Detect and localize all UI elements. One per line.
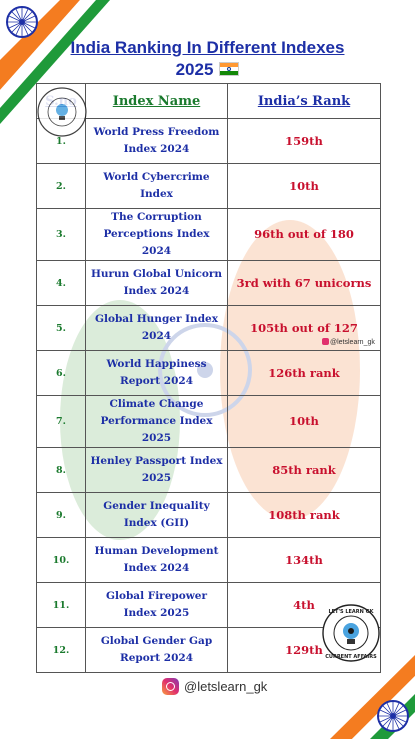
header-rank: India’s Rank [227,83,381,119]
badge-bottom-text: CURRENT AFFAIRS [325,654,377,660]
row-rank: 85th rank [227,447,381,493]
row-index-name: World Cybercrime Index [85,163,228,209]
row-sno: 8. [36,447,86,493]
table-row: 7. Climate Change Performance Index 2025 1… [36,395,381,448]
title-line-1: India Ranking In Different Indexes [70,38,345,57]
row-sno: 6. [36,350,86,396]
row-index-name: Global Firepower Index 2025 [85,582,228,628]
row-sno: 10. [36,537,86,583]
table-row: 6. World Happiness Report 2024 126th rank [36,350,381,396]
row-index-name: Human Development Index 2024 [85,537,228,583]
instagram-handle-link[interactable]: @letslearn_gk [162,676,267,696]
row-sno: 12. [36,627,86,673]
table-header-row: S.no Index Name India’s Rank [36,83,381,119]
row-sno: 9. [36,492,86,538]
row-index-name: Climate Change Performance Index 2025 [85,395,228,448]
row-sno: 4. [36,260,86,306]
table-row: 9. Gender Inequality Index (GII) 108th ran… [36,492,381,538]
ashoka-chakra-icon [377,700,409,732]
table-row: 1. World Press Freedom Index 2024 159th [36,118,381,164]
table-row: 2. World Cybercrime Index 10th [36,163,381,209]
title-line-2: 2025 [175,60,214,79]
row-sno: 3. [36,208,86,261]
table-row: 10. Human Development Index 2024 134th [36,537,381,583]
table-row: 8. Henley Passport Index 2025 85th rank [36,447,381,493]
row-index-name: Global Gender Gap Report 2024 [85,627,228,673]
ashoka-chakra-icon [6,6,38,38]
row-rank: 3rd with 67 unicorns [227,260,381,306]
watermark-handle: @letslearn_gk [330,339,375,346]
row-rank: 126th rank [227,350,381,396]
page-title: India Ranking In Different Indexes 2025 [0,37,415,81]
row-rank: 10th [227,395,381,448]
row-rank: 159th [227,118,381,164]
watermark: @letslearn_gk [322,338,375,346]
row-rank: 10th [227,163,381,209]
row-index-name: World Happiness Report 2024 [85,350,228,396]
table-row: 11. Global Firepower Index 2025 4th [36,582,381,628]
table-row: 3. The Corruption Perceptions Index 2024 9… [36,208,381,261]
lets-learn-gk-logo: LET'S LEARN GK CURRENT AFFAIRS [322,604,380,662]
instagram-handle: @letslearn_gk [184,678,268,694]
row-rank: 134th [227,537,381,583]
row-index-name: World Press Freedom Index 2024 [85,118,228,164]
row-index-name: Gender Inequality Index (GII) [85,492,228,538]
ranking-table: S.no Index Name India’s Rank 1.World Pre… [36,83,381,673]
header-index-name: Index Name [85,83,228,119]
lets-learn-gk-logo [37,87,87,137]
row-rank: 105th out of 127 [227,305,381,351]
row-sno: 5. [36,305,86,351]
row-sno: 7. [36,395,86,448]
badge-top-text: LET'S LEARN GK [328,609,374,615]
row-sno: 2. [36,163,86,209]
table-row: 4. Hurun Global Unicorn Index 2024 3rd wit… [36,260,381,306]
row-rank: 108th rank [227,492,381,538]
row-rank: 96th out of 180 [227,208,381,261]
instagram-icon [322,338,329,345]
india-flag-icon [219,62,240,76]
row-index-name: The Corruption Perceptions Index 2024 [85,208,228,261]
row-index-name: Hurun Global Unicorn Index 2024 [85,260,228,306]
row-index-name: Henley Passport Index 2025 [85,447,228,493]
row-index-name: Global Hunger Index 2024 [85,305,228,351]
instagram-icon [162,677,179,695]
row-sno: 11. [36,582,86,628]
